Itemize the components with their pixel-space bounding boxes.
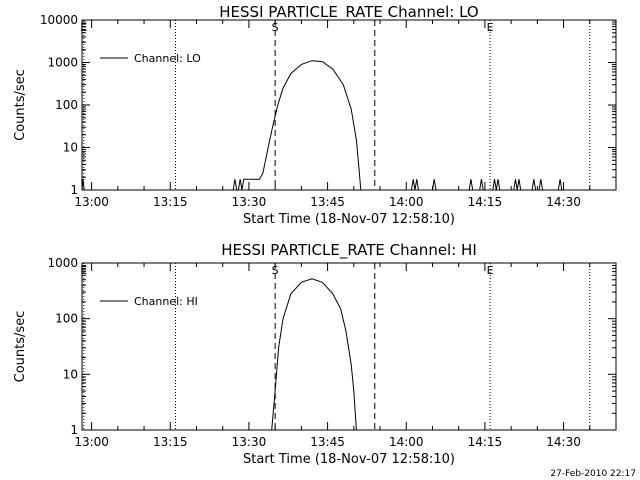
x-tick-label: 14:15: [468, 195, 503, 209]
y-tick-label: 10000: [40, 13, 78, 27]
x-tick-label: 14:15: [468, 435, 503, 449]
y-tick-label: 10: [63, 141, 78, 155]
y-tick-label: 1: [70, 183, 78, 197]
chart-title: HESSI PARTICLE_RATE Channel: HI: [221, 241, 477, 260]
y-tick-label: 1000: [47, 56, 78, 70]
x-tick-label: 14:30: [546, 435, 581, 449]
x-tick-label: 13:15: [153, 195, 188, 209]
x-tick-label: 13:45: [310, 195, 345, 209]
x-tick-label: 14:00: [389, 195, 424, 209]
marker-label: S: [272, 264, 279, 277]
y-tick-label: 1000: [47, 256, 78, 270]
y-tick-label: 10: [63, 367, 78, 381]
y-axis-label: Counts/sec: [13, 69, 28, 141]
footer-timestamp: 27-Feb-2010 22:17: [550, 469, 636, 479]
series-line: [81, 60, 563, 191]
series-line: [271, 278, 357, 431]
hi-channel-panel: HESSI PARTICLE_RATE Channel: HI 1 10 100 100…: [13, 241, 617, 467]
y-axis-label: Counts/sec: [13, 311, 28, 383]
y-tick-label: 100: [55, 312, 78, 326]
legend-label: Channel: HI: [134, 295, 198, 308]
x-tick-label: 14:30: [546, 195, 581, 209]
plot-frame: [81, 262, 617, 431]
x-axis-label: Start Time (18-Nov-07 12:58:10): [243, 452, 455, 467]
x-tick-label: 14:00: [389, 435, 424, 449]
chart-title: HESSI PARTICLE_RATE Channel: LO: [219, 3, 478, 22]
marker-label: E: [487, 264, 494, 277]
lo-channel-panel: HESSI PARTICLE_RATE Channel: LO 1 10 100 100…: [13, 3, 617, 227]
y-tick-label: 100: [55, 98, 78, 112]
x-tick-label: 13:30: [232, 435, 267, 449]
marker-label: S: [272, 21, 279, 34]
x-tick-label: 13:15: [153, 435, 188, 449]
marker-label: E: [80, 264, 87, 277]
y-tick-label: 1: [70, 423, 78, 437]
x-tick-label: 13:45: [310, 435, 345, 449]
x-axis-label: Start Time (18-Nov-07 12:58:10): [243, 212, 455, 227]
legend-label: Channel: LO: [134, 52, 201, 65]
marker-label: E: [487, 21, 494, 34]
x-tick-label: 13:00: [74, 195, 109, 209]
x-tick-label: 13:00: [74, 435, 109, 449]
marker-label: E: [80, 21, 87, 34]
plot-frame: [81, 19, 617, 191]
x-tick-label: 13:30: [232, 195, 267, 209]
